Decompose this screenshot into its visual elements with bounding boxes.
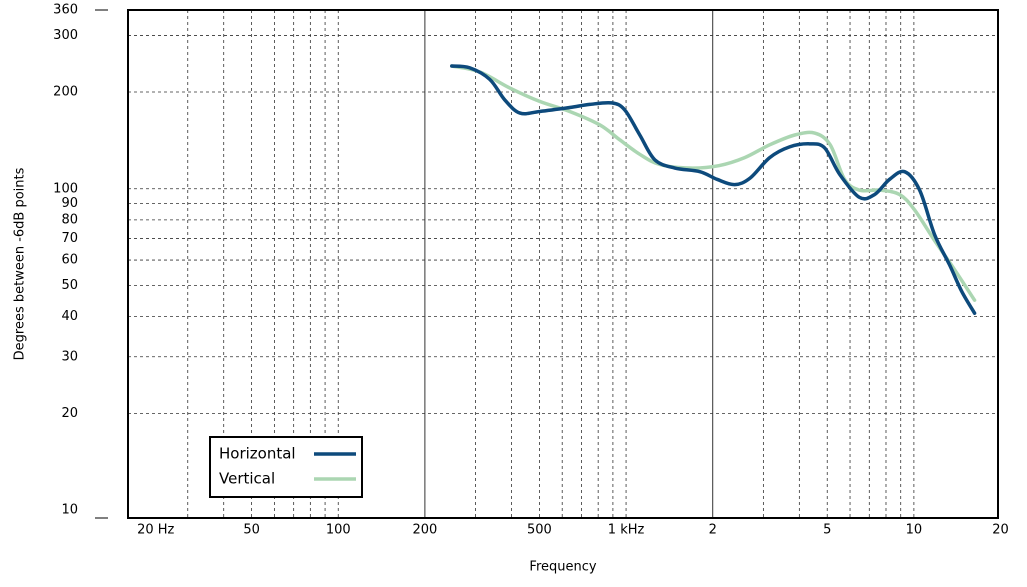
x-tick-label: 50 [243, 523, 260, 538]
y-tick-label: 100 [53, 181, 78, 196]
y-tick-label: 20 [61, 406, 78, 421]
y-tick-label: 360 [53, 3, 78, 18]
series-line [450, 64, 977, 302]
y-tick-label: 50 [61, 278, 78, 293]
y-tick-label: 80 [61, 212, 78, 227]
series-line [450, 64, 977, 315]
x-tick-label: 100 [326, 523, 351, 538]
plot-frame [127, 9, 999, 519]
legend-box [209, 436, 363, 498]
y-tick-label: 200 [53, 85, 78, 100]
x-tick-label: 1 kHz [608, 523, 645, 538]
x-tick-label: 10 [906, 523, 923, 538]
y-tick-label: 10 [61, 503, 78, 518]
legend-label: Vertical [219, 470, 275, 488]
y-tick-label: 300 [53, 28, 78, 43]
x-tick-label: 20 [992, 523, 1009, 538]
x-tick-label: 200 [412, 523, 437, 538]
x-tick-label: 20 Hz [137, 523, 174, 538]
x-tick-label: 500 [527, 523, 552, 538]
y-axis-label: Degrees between -6dB points [13, 167, 28, 360]
y-tick-label: 90 [61, 196, 78, 211]
x-tick-label: 5 [823, 523, 831, 538]
x-tick-label: 2 [709, 523, 717, 538]
y-tick-label: 30 [61, 349, 78, 364]
y-tick-label: 60 [61, 253, 78, 268]
x-axis-label: Frequency [529, 560, 596, 575]
y-tick-label: 70 [61, 231, 78, 246]
legend-label: Horizontal [219, 445, 296, 463]
y-tick-label: 40 [61, 309, 78, 324]
